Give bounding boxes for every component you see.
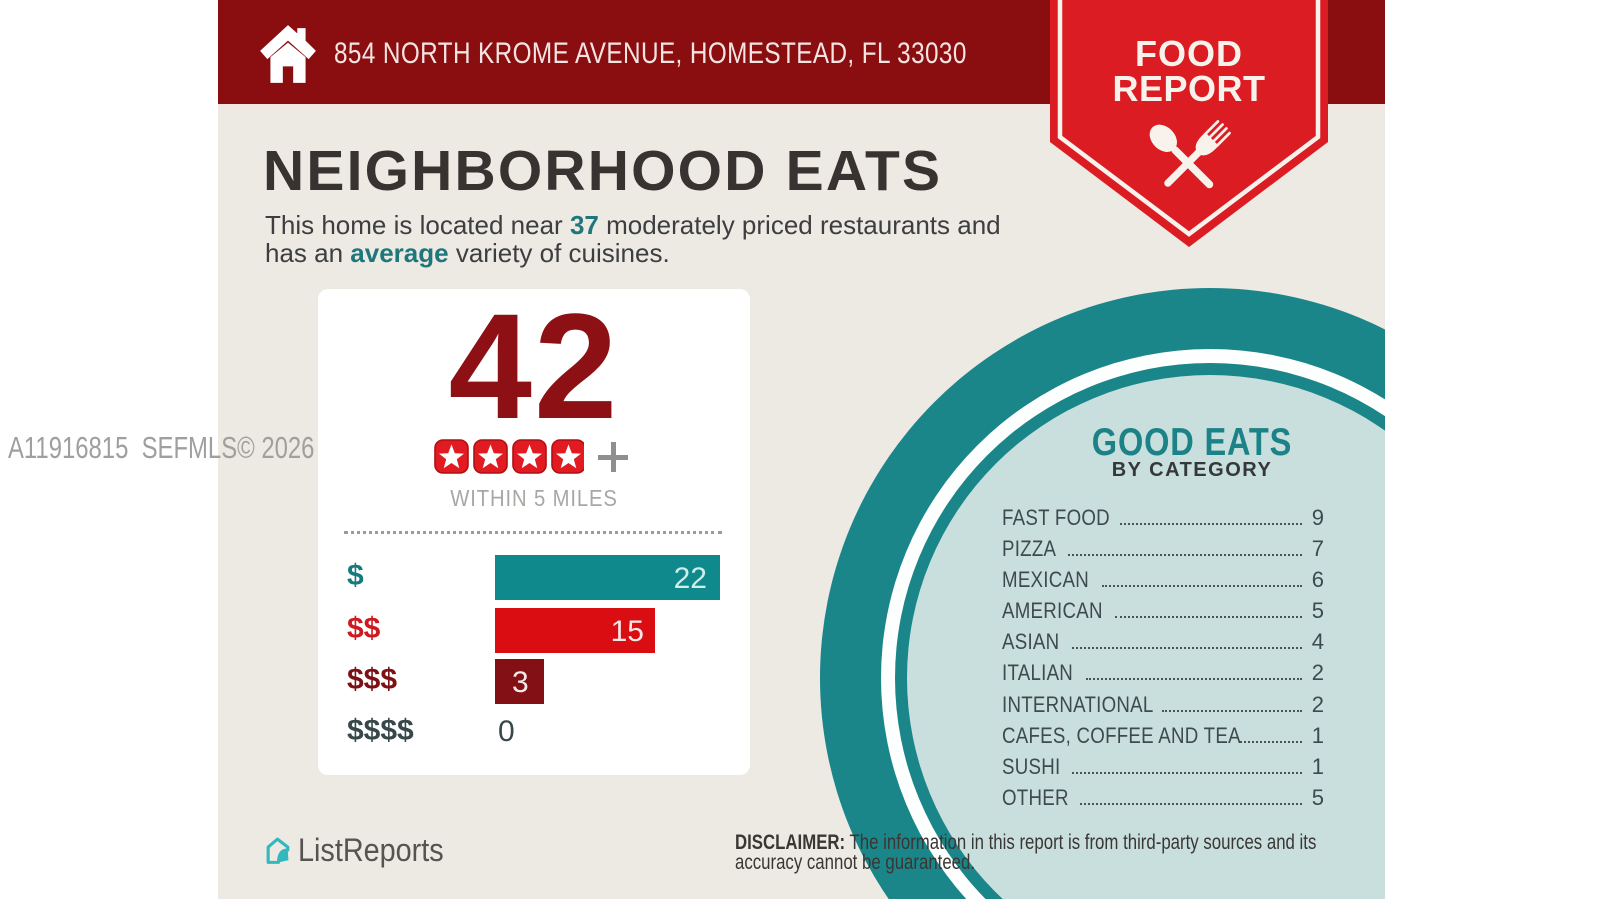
svg-text:FOOD: FOOD (1135, 33, 1243, 74)
svg-text:REPORT: REPORT (1112, 68, 1265, 109)
